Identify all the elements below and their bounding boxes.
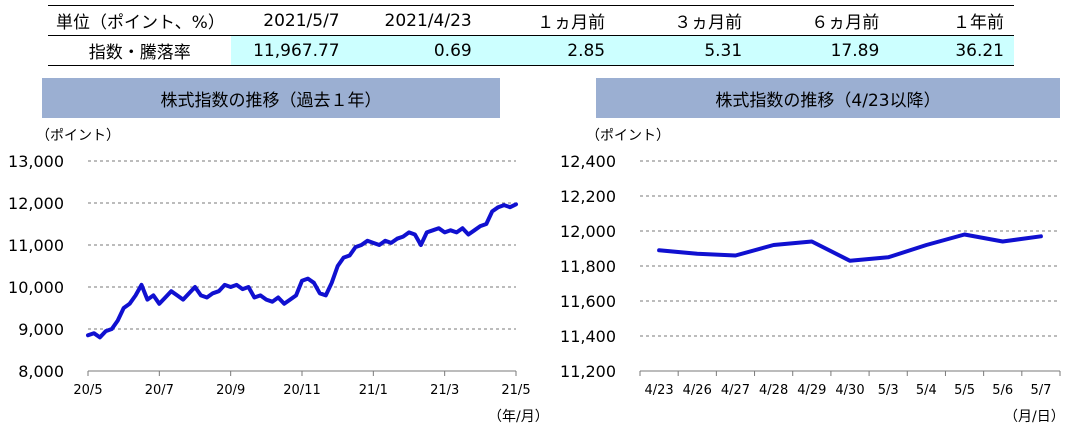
y-tick-label: 11,200 <box>560 362 616 381</box>
x-tick-label: 5/7 <box>1030 383 1051 398</box>
x-axis-label: （年/月） <box>488 409 549 425</box>
change-3m-value: 5.31 <box>615 35 753 66</box>
x-tick-label: 21/5 <box>501 383 530 398</box>
y-tick-label: 12,200 <box>560 187 616 206</box>
summary-table: 単位（ポイント、%） 2021/5/7 2021/4/23 １ヵ月前 ３ヵ月前 … <box>48 5 1014 66</box>
x-tick-label: 5/6 <box>992 383 1013 398</box>
x-tick-label: 4/26 <box>683 383 712 398</box>
x-tick-label: 21/3 <box>430 383 459 398</box>
series-line <box>657 232 1043 263</box>
three-month-header: ３ヵ月前 <box>615 5 753 36</box>
x-axis-label: （月/日） <box>1004 409 1065 425</box>
table-data-row: 指数・騰落率 11,967.77 0.69 2.85 5.31 17.89 36… <box>48 35 1014 66</box>
x-tick-label: 20/7 <box>145 383 174 398</box>
x-tick-label: 5/5 <box>954 383 975 398</box>
y-tick-label: 9,000 <box>18 320 64 339</box>
one-year-header: １年前 <box>889 5 1014 36</box>
one-month-header: １ヵ月前 <box>481 5 616 36</box>
x-tick-label: 4/28 <box>759 383 788 398</box>
chart2-title: 株式指数の推移（4/23以降） <box>596 78 1060 118</box>
y-tick-label: 8,000 <box>18 362 64 381</box>
series-line <box>86 202 518 340</box>
date-header: 2021/5/7 <box>231 5 350 36</box>
x-tick-label: 4/30 <box>835 383 864 398</box>
x-tick-label: 5/3 <box>878 383 899 398</box>
x-tick-label: 4/29 <box>797 383 826 398</box>
y-tick-label: 11,800 <box>560 257 616 276</box>
row-label: 指数・騰落率 <box>48 35 232 66</box>
x-tick-label: 4/23 <box>644 383 673 398</box>
x-tick-label: 20/9 <box>216 383 245 398</box>
y-axis-label: （ポイント） <box>586 128 670 144</box>
base-date-header: 2021/4/23 <box>349 5 482 36</box>
change-1m-value: 2.85 <box>481 35 616 66</box>
y-tick-label: 11,400 <box>560 327 616 346</box>
y-tick-label: 12,000 <box>8 194 64 213</box>
table-header-row: 単位（ポイント、%） 2021/5/7 2021/4/23 １ヵ月前 ３ヵ月前 … <box>48 5 1014 36</box>
x-tick-label: 5/4 <box>916 383 937 398</box>
x-tick-label: 4/27 <box>721 383 750 398</box>
chart1-title: 株式指数の推移（過去１年） <box>42 78 500 118</box>
y-tick-label: 13,000 <box>8 152 64 171</box>
y-tick-label: 11,600 <box>560 292 616 311</box>
unit-header: 単位（ポイント、%） <box>48 5 232 36</box>
y-tick-label: 10,000 <box>8 278 64 297</box>
y-axis-label: （ポイント） <box>36 128 120 144</box>
x-tick-label: 21/1 <box>359 383 388 398</box>
index-value: 11,967.77 <box>231 35 350 66</box>
x-tick-label: 20/11 <box>283 383 320 398</box>
x-tick-label: 20/5 <box>73 383 102 398</box>
change-base-value: 0.69 <box>349 35 482 66</box>
change-6m-value: 17.89 <box>752 35 890 66</box>
y-tick-label: 11,000 <box>8 236 64 255</box>
y-tick-label: 12,000 <box>560 222 616 241</box>
y-tick-label: 12,400 <box>560 152 616 171</box>
change-1y-value: 36.21 <box>889 35 1014 66</box>
six-month-header: ６ヵ月前 <box>752 5 890 36</box>
